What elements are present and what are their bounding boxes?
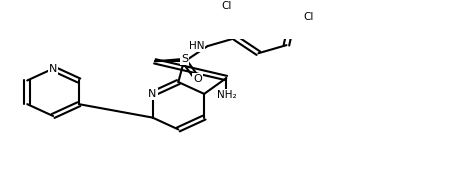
Text: Cl: Cl	[222, 1, 232, 10]
Text: N: N	[149, 89, 157, 99]
Text: O: O	[193, 74, 202, 84]
Text: HN: HN	[189, 41, 204, 51]
Text: Cl: Cl	[303, 12, 313, 22]
Text: S: S	[181, 54, 188, 64]
Text: NH₂: NH₂	[217, 90, 236, 100]
Text: N: N	[49, 64, 57, 74]
